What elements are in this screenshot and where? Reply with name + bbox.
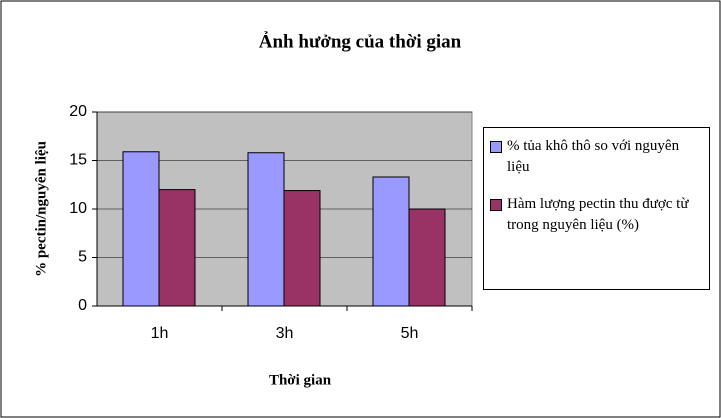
y-axis-label: % pectin/nguyên liệu (33, 141, 49, 277)
x-axis-label: Thời gian (269, 372, 332, 388)
chart-title: Ảnh hưởng của thời gian (259, 31, 462, 52)
bar (158, 189, 196, 307)
x-tick-label: 1h (151, 325, 169, 342)
legend-swatch (490, 141, 502, 153)
x-tick-label: 5h (401, 325, 419, 342)
legend-swatch (490, 199, 502, 211)
bar (372, 176, 410, 307)
bar (408, 208, 446, 307)
y-tick-label: 5 (78, 249, 87, 266)
x-tick-label: 3h (276, 325, 294, 342)
y-tick-label: 20 (69, 103, 87, 120)
legend-label: Hàm lượng pectin thu được từ trong nguyê… (507, 196, 689, 233)
legend-item: Hàm lượng pectin thu được từ trong nguyê… (490, 194, 703, 236)
legend-label: % tủa khô thô so với nguyên liệu (507, 138, 680, 175)
y-tick-label: 0 (78, 297, 87, 314)
y-tick-label: 15 (69, 152, 87, 169)
bar (247, 152, 285, 307)
legend: % tủa khô thô so với nguyên liệu Hàm lượn… (483, 127, 710, 290)
legend-item: % tủa khô thô so với nguyên liệu (490, 136, 703, 178)
bar (283, 190, 321, 307)
bar (122, 151, 160, 307)
y-tick-label: 10 (69, 200, 87, 217)
